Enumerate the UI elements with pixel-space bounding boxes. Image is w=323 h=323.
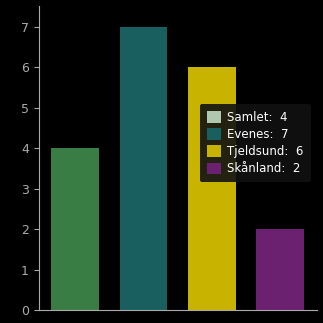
Bar	[120, 27, 167, 310]
Bar	[256, 229, 304, 310]
Legend: Samlet:  4, Evenes:  7, Tjeldsund:  6, Skånland:  2: Samlet: 4, Evenes: 7, Tjeldsund: 6, Skån…	[200, 104, 311, 182]
Bar	[51, 148, 99, 310]
Bar	[188, 67, 236, 310]
